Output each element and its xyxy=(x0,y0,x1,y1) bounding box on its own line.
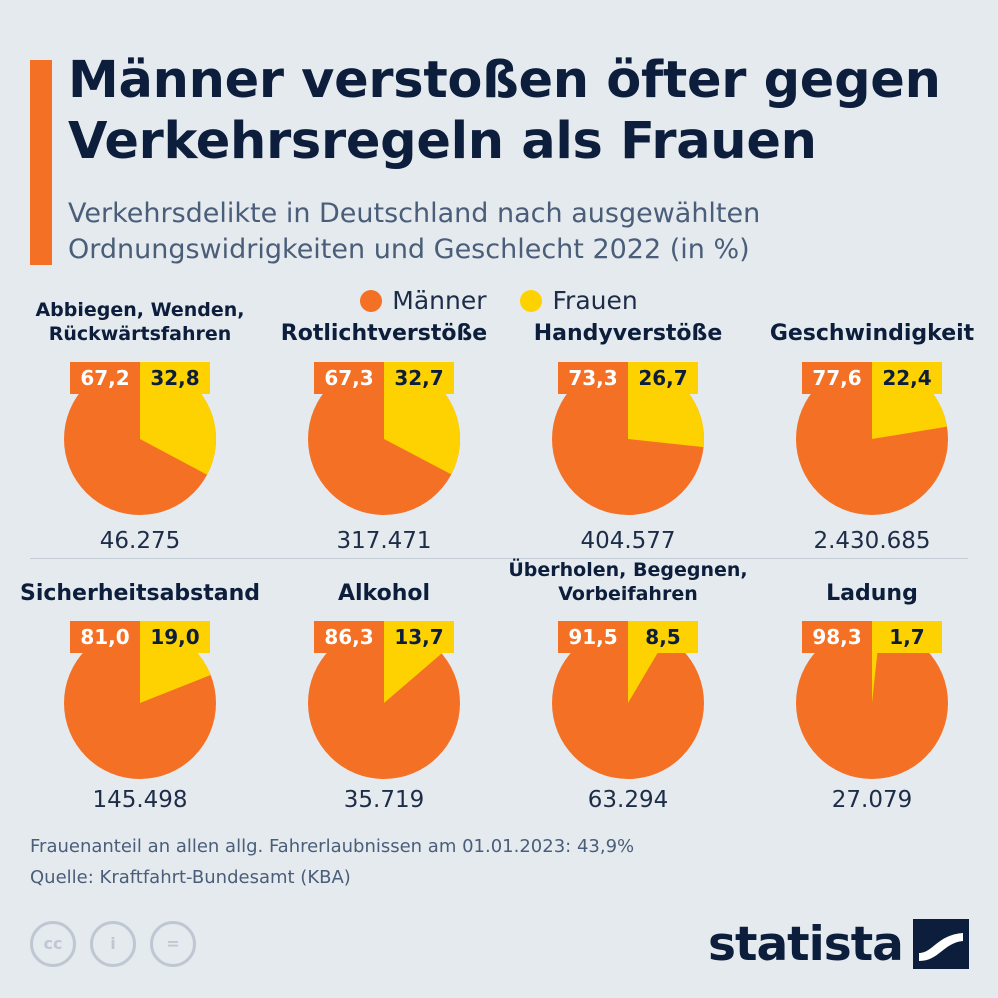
legend-label-female: Frauen xyxy=(552,286,638,315)
value-box-female xyxy=(140,621,210,653)
cc-license-icon[interactable]: cc xyxy=(30,921,76,967)
value-label-female: 32,7 xyxy=(394,366,443,390)
pie-total: 145.498 xyxy=(92,787,187,813)
value-label-male: 91,5 xyxy=(568,625,617,649)
pie-total: 404.577 xyxy=(580,528,675,554)
no-derivatives-icon[interactable]: = xyxy=(150,921,196,967)
value-label-male: 67,2 xyxy=(80,366,129,390)
pie-title: Abbiegen, Wenden, xyxy=(35,299,244,321)
pie-title: Rotlichtverstöße xyxy=(281,321,487,346)
value-box-female xyxy=(628,362,698,394)
value-label-female: 32,8 xyxy=(150,366,199,390)
pie-title: Sicherheitsabstand xyxy=(20,581,260,606)
pie-title: Handyverstöße xyxy=(534,321,723,346)
value-label-male: 81,0 xyxy=(80,625,129,649)
value-label-male: 73,3 xyxy=(568,366,617,390)
value-label-male: 86,3 xyxy=(324,625,373,649)
legend: Männer Frauen xyxy=(0,286,998,318)
value-box-male xyxy=(802,621,872,653)
statista-logo[interactable]: statista xyxy=(708,916,969,972)
pie-title: Alkohol xyxy=(338,581,430,606)
value-label-female: 8,5 xyxy=(645,625,680,649)
legend-dot-female xyxy=(520,289,543,312)
value-box-male xyxy=(70,621,140,653)
value-label-female: 19,0 xyxy=(150,625,199,649)
footnote: Frauenanteil an allen allg. Fahrerlaubni… xyxy=(30,836,635,857)
legend-item-female: Frauen xyxy=(520,286,638,315)
legend-label-male: Männer xyxy=(392,286,487,315)
value-label-male: 98,3 xyxy=(812,625,861,649)
statista-logo-icon xyxy=(912,919,969,969)
value-label-male: 77,6 xyxy=(812,366,861,390)
value-box-male xyxy=(558,621,628,653)
value-box-female xyxy=(628,621,698,653)
page-title: Männer verstoßen öfter gegen Verkehrsreg… xyxy=(68,51,941,171)
value-box-male xyxy=(558,362,628,394)
value-box-male xyxy=(802,362,872,394)
title-accent-bar xyxy=(30,60,52,265)
value-box-female xyxy=(872,362,942,394)
page-subtitle: Verkehrsdelikte in Deutschland nach ausg… xyxy=(68,198,761,265)
row-divider xyxy=(30,558,968,559)
pie-title: Ladung xyxy=(826,581,918,606)
pie-total: 35.719 xyxy=(344,787,424,813)
value-box-male xyxy=(314,621,384,653)
pie-total: 2.430.685 xyxy=(813,528,930,554)
pie-total: 63.294 xyxy=(588,787,668,813)
value-label-female: 13,7 xyxy=(394,625,443,649)
value-label-female: 26,7 xyxy=(638,366,687,390)
value-box-male xyxy=(314,362,384,394)
pie-total: 27.079 xyxy=(832,787,912,813)
value-label-female: 1,7 xyxy=(889,625,924,649)
value-label-male: 67,3 xyxy=(324,366,373,390)
value-box-female xyxy=(140,362,210,394)
value-box-female xyxy=(384,621,454,653)
pie-title: Überholen, Begegnen, xyxy=(508,557,747,581)
value-box-female xyxy=(384,362,454,394)
pie-total: 46.275 xyxy=(100,528,180,554)
logo-text: statista xyxy=(708,916,904,972)
value-label-female: 22,4 xyxy=(882,366,931,390)
value-box-female xyxy=(872,621,942,653)
pie-title: Vorbeifahren xyxy=(558,583,698,605)
value-box-male xyxy=(70,362,140,394)
pie-title: Geschwindigkeit xyxy=(770,321,975,346)
legend-dot-male xyxy=(360,289,383,312)
pie-total: 317.471 xyxy=(336,528,431,554)
legend-item-male: Männer xyxy=(360,286,487,315)
pie-title: Rückwärtsfahren xyxy=(49,323,232,345)
source-note: Quelle: Kraftfahrt-Bundesamt (KBA) xyxy=(30,867,351,888)
attribution-icon[interactable]: i xyxy=(90,921,136,967)
